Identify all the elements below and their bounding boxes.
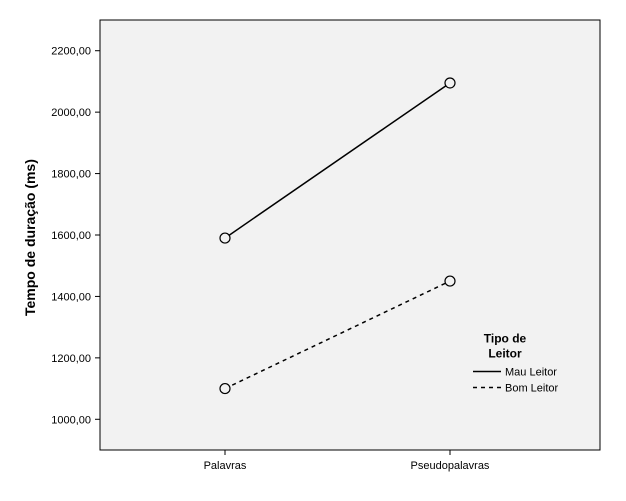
legend-title: Tipo de <box>484 332 527 346</box>
y-tick-label: 1800,00 <box>51 169 91 181</box>
x-tick-label: Palavras <box>204 460 247 472</box>
y-tick-label: 1400,00 <box>51 291 91 303</box>
y-tick-label: 2200,00 <box>51 46 91 58</box>
legend-item-label: Bom Leitor <box>505 383 559 395</box>
legend-item-label: Mau Leitor <box>505 367 557 379</box>
series-marker <box>220 384 230 394</box>
x-tick-label: Pseudopalavras <box>411 460 490 472</box>
y-tick-label: 1200,00 <box>51 353 91 365</box>
series-marker <box>220 233 230 243</box>
chart-container: 1000,00 1200,00 1400,00 1600,00 1800,00 2000,… <box>0 0 626 501</box>
line-chart: 1000,00 1200,00 1400,00 1600,00 1800,00 2000,… <box>0 0 626 501</box>
series-marker <box>445 276 455 286</box>
y-tick-label: 1600,00 <box>51 230 91 242</box>
series-marker <box>445 78 455 88</box>
y-axis-title: Tempo de duração (ms) <box>22 159 38 316</box>
legend-title: Leitor <box>488 347 522 361</box>
y-tick-label: 2000,00 <box>51 107 91 119</box>
y-tick-label: 1000,00 <box>51 414 91 426</box>
